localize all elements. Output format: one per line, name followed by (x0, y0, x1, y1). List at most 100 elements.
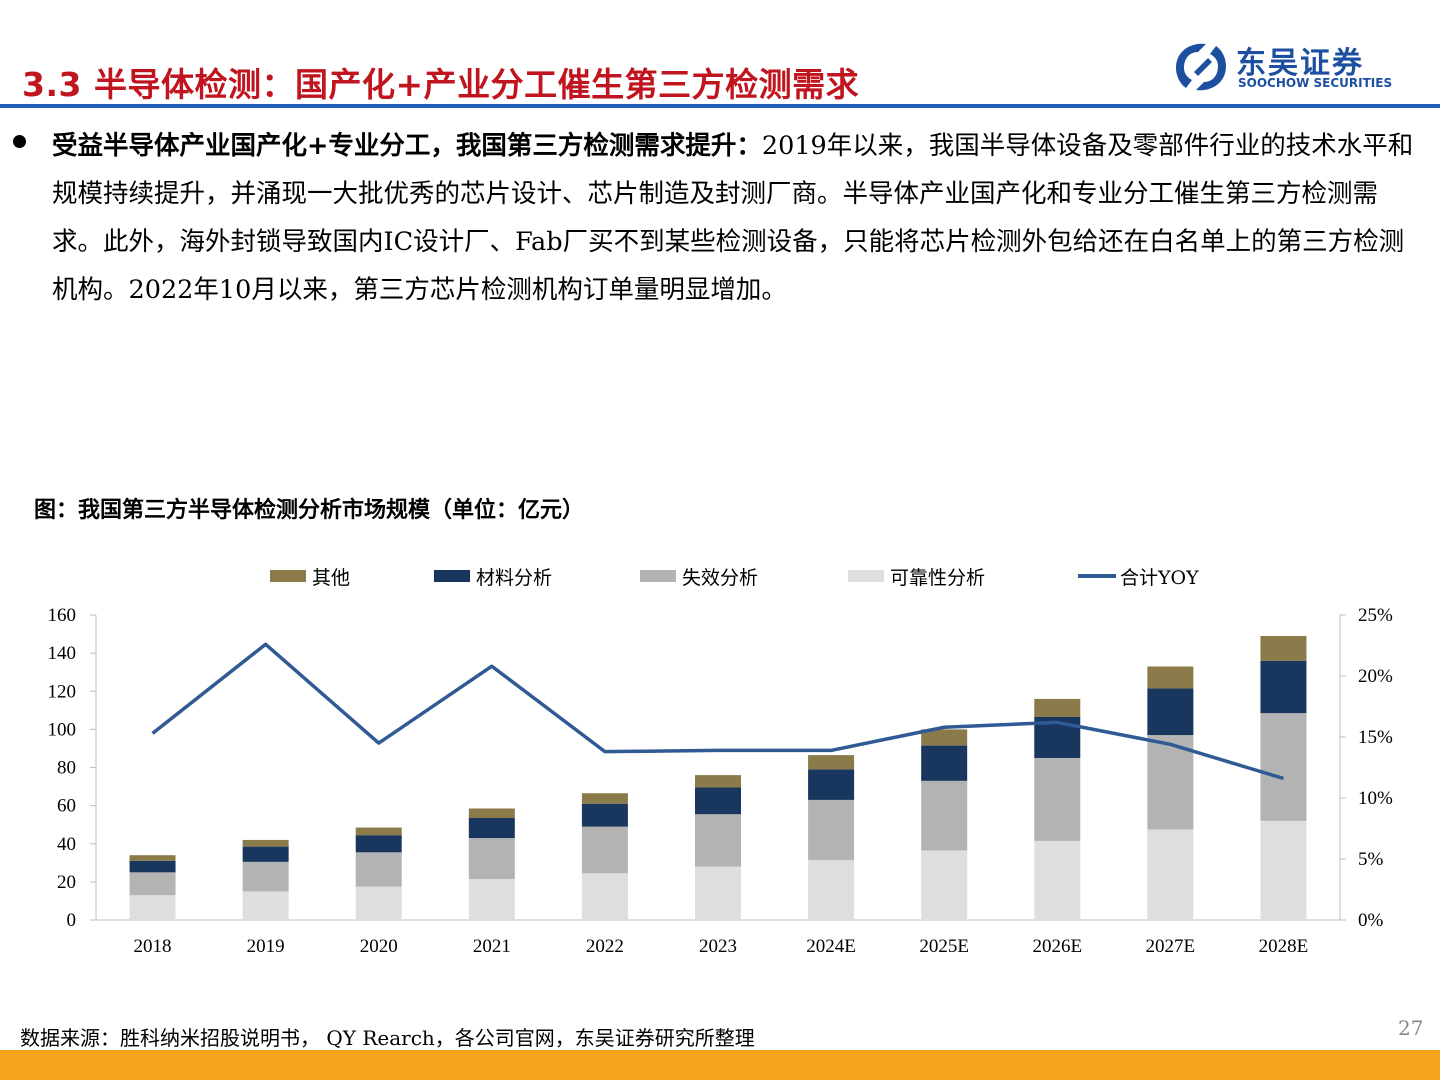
x-tick-label: 2027E (1146, 936, 1196, 957)
body-paragraph: 受益半导体产业国产化+专业分工，我国第三方检测需求提升：2019年以来，我国半导… (52, 122, 1422, 314)
y2-tick-label: 5% (1358, 849, 1384, 870)
bar-segment (355, 835, 402, 853)
x-tick-label: 2018 (134, 936, 172, 957)
bar-segment (1260, 635, 1307, 661)
legend-item-yoy: 合计YOY (1078, 562, 1199, 590)
bar-segment (695, 814, 741, 867)
y-tick-label: 160 (48, 605, 77, 626)
x-tick-label: 2026E (1032, 936, 1082, 957)
bar-segment (1147, 666, 1194, 689)
soochow-logo-icon (1176, 43, 1226, 91)
market-size-chart: 0 20 40 60 80 100 120 140 160 0% 5% 10% 15% 20% 25% 201… (48, 605, 1394, 957)
y-tick-label: 60 (57, 796, 76, 817)
bar-segment (1147, 688, 1194, 736)
y2-tick-label: 20% (1358, 666, 1393, 687)
legend-label-yoy: 合计YOY (1120, 566, 1199, 589)
bar-segment (581, 873, 628, 920)
x-tick-label: 2022 (586, 936, 624, 957)
legend-line-yoy (1078, 574, 1116, 578)
bar-segment (1260, 820, 1307, 920)
bar-segment (242, 846, 289, 862)
y2-tick-label: 15% (1358, 727, 1393, 748)
title-underline (0, 104, 1440, 108)
bar-segment (808, 769, 855, 800)
x-tick-label: 2020 (360, 936, 398, 957)
legend-label-material: 材料分析 (476, 566, 553, 589)
page-number: 27 (1398, 1016, 1424, 1040)
bar-segment (1260, 713, 1307, 821)
legend-swatch-reliability (848, 570, 884, 582)
legend-item-other: 其他 (270, 562, 350, 590)
bar-segment (468, 838, 515, 880)
y-tick-label: 140 (48, 643, 77, 664)
body-text: 2019年以来，我国半导体设备及零部件行业的技术水平和规模持续提升，并涌现一大批… (52, 131, 1414, 305)
bar-segment (129, 895, 176, 920)
bar-segment (129, 860, 176, 873)
footer-bar (0, 1050, 1440, 1080)
bar-segment (1034, 757, 1081, 841)
y-tick-label: 40 (57, 834, 76, 855)
legend-item-failure: 失效分析 (640, 562, 758, 590)
bar-segment (581, 826, 628, 874)
bar-segment (808, 799, 855, 860)
y-tick-label: 20 (57, 872, 76, 893)
bar-segment (695, 866, 741, 920)
bar-segment (921, 780, 968, 851)
company-logo: 东吴证券 SOOCHOW SECURITIES (1168, 38, 1428, 96)
bar-segment (1034, 698, 1081, 717)
chart-caption: 图：我国第三方半导体检测分析市场规模（单位：亿元） (34, 498, 585, 523)
bar-segment (921, 850, 968, 920)
legend-item-material: 材料分析 (434, 562, 552, 590)
body-lead: 受益半导体产业国产化+专业分工，我国第三方检测需求提升： (52, 131, 762, 161)
legend-swatch-material (434, 570, 470, 582)
bar-segment (355, 827, 402, 836)
x-tick-label: 2021 (473, 936, 511, 957)
bar-segment (355, 886, 402, 920)
bar-segment (242, 891, 289, 920)
y-tick-label: 100 (48, 719, 77, 740)
data-source-note: 数据来源：胜科纳米招股说明书， QY Rearch，各公司官网，东吴证券研究所整… (20, 1026, 755, 1050)
x-tick-label: 2023 (699, 936, 737, 957)
legend-item-reliability: 可靠性分析 (848, 562, 985, 590)
legend-label-reliability: 可靠性分析 (890, 566, 986, 589)
yoy-line (151, 642, 1284, 781)
y2-tick-label: 0% (1358, 910, 1384, 931)
bar-segment (1147, 735, 1194, 830)
bar-segment (1147, 829, 1194, 920)
bar-segment (468, 818, 515, 839)
x-tick-label: 2019 (247, 936, 285, 957)
legend-label-other: 其他 (312, 566, 351, 589)
page-title: 3.3 半导体检测：国产化+产业分工催生第三方检测需求 (22, 65, 860, 104)
y2-tick-label: 25% (1358, 605, 1393, 626)
x-tick-label: 2028E (1259, 936, 1309, 957)
logo-chinese-name: 东吴证券 (1236, 46, 1364, 81)
bar-segment (1260, 660, 1307, 714)
bar-segment (581, 803, 628, 827)
y2-tick-label: 10% (1358, 788, 1393, 809)
bar-segment (695, 787, 741, 815)
bullet-icon (13, 135, 26, 148)
bar-segment (242, 839, 289, 847)
bar-segment (921, 729, 968, 746)
x-tick-label: 2025E (919, 936, 969, 957)
y-tick-label: 120 (48, 681, 77, 702)
legend-swatch-other (270, 570, 306, 582)
x-tick-label: 2024E (806, 936, 856, 957)
bar-segment (581, 793, 628, 804)
bar-segment (129, 855, 176, 861)
bar-segment (468, 808, 515, 819)
bar-segment (242, 861, 289, 892)
bar-segment (921, 745, 968, 781)
bar-segment (695, 775, 741, 788)
legend-swatch-failure (640, 570, 676, 582)
bar-segment (129, 872, 176, 896)
bar-segment (808, 859, 855, 920)
bar-segment (468, 879, 515, 920)
logo-english-name: SOOCHOW SECURITIES (1238, 76, 1393, 90)
bar-segment (1034, 840, 1081, 920)
bar-segment (355, 852, 402, 887)
legend-label-failure: 失效分析 (682, 566, 759, 589)
bar-segment (808, 755, 855, 770)
y-tick-label: 0 (67, 910, 77, 931)
y-tick-label: 80 (57, 758, 76, 779)
